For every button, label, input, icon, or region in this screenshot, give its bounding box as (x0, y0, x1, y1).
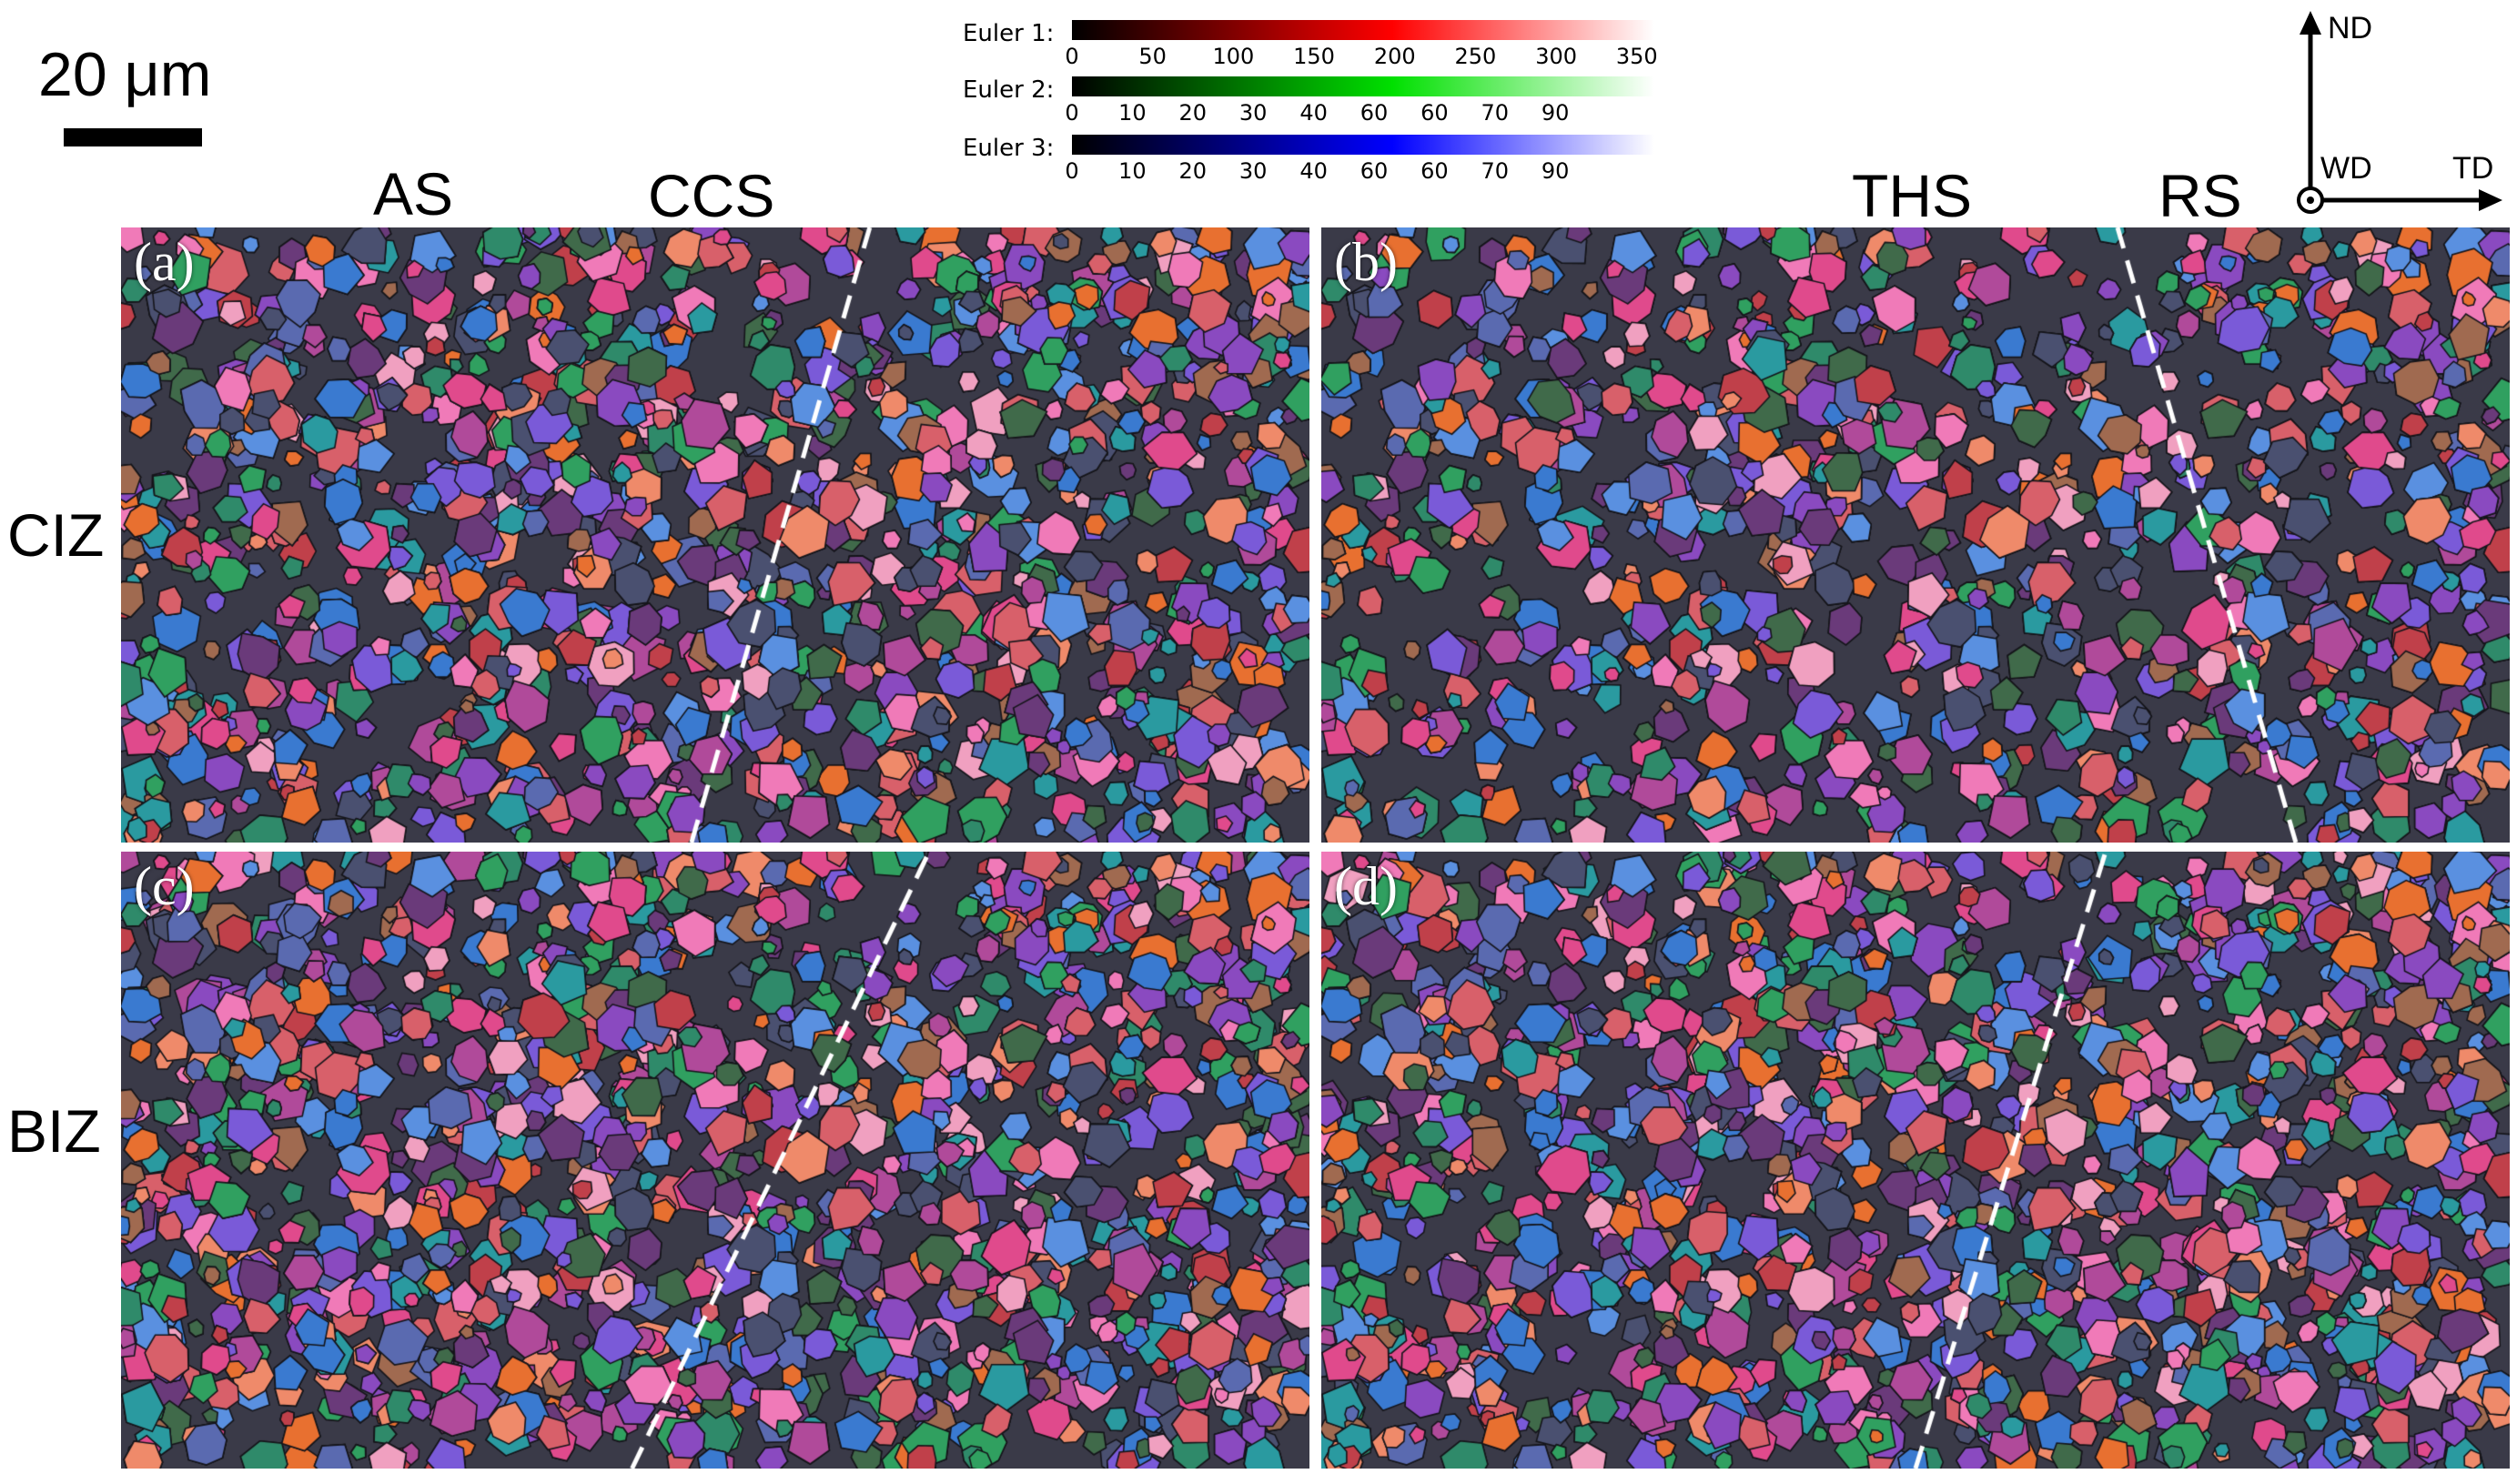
colorbar-tick: 0 (1065, 100, 1079, 126)
colorbar-tick: 90 (1541, 100, 1570, 126)
colorbar-tick: 60 (1420, 158, 1449, 184)
axis-label-nd: ND (2328, 11, 2373, 45)
label-ccs: CCS (648, 162, 775, 229)
ebsd-map-panel-a: (a) (121, 227, 1309, 843)
colorbar-tick: 0 (1065, 158, 1079, 184)
label-rs: RS (2158, 162, 2242, 229)
colorbar-tick: 60 (1360, 100, 1389, 126)
colorbar-tick: 350 (1615, 44, 1658, 69)
colorbar-tick: 90 (1541, 158, 1570, 184)
colorbar-ticks-euler3: 0 10 20 30 40 60 60 70 90 (1065, 158, 1654, 186)
grain-map-b (1321, 227, 2510, 843)
colorbar-ticks-euler2: 0 10 20 30 40 60 60 70 90 (1065, 100, 1654, 127)
row-label-ciz: CIZ (7, 501, 105, 569)
ebsd-map-panel-c: (c) (121, 852, 1309, 1469)
colorbar-tick: 150 (1293, 44, 1335, 69)
colorbar-euler1 (1072, 20, 1654, 40)
label-ths: THS (1852, 162, 1972, 229)
colorbar-tick: 20 (1178, 100, 1208, 126)
colorbar-tick: 60 (1420, 100, 1449, 126)
colorbar-tick: 30 (1238, 100, 1268, 126)
colorbar-tick: 70 (1481, 158, 1510, 184)
scale-bar (64, 128, 202, 146)
scale-bar-label: 20 μm (38, 40, 212, 109)
label-as: AS (373, 160, 454, 227)
colorbar-tick: 20 (1178, 158, 1208, 184)
axes-triad (2297, 11, 2502, 214)
grain-map-d (1321, 852, 2510, 1469)
nd-arrow-icon (2300, 11, 2321, 35)
colorbar-euler2 (1072, 76, 1654, 96)
colorbar-euler3 (1072, 135, 1654, 155)
panel-letter-b: (b) (1334, 232, 1398, 292)
grain-map-a (121, 227, 1309, 843)
row-label-biz: BIZ (7, 1097, 101, 1165)
panel-letter-d: (d) (1334, 856, 1398, 916)
colorbar-label-euler3: Euler 3: (963, 135, 1055, 162)
colorbar-tick: 30 (1238, 158, 1268, 184)
colorbar-tick: 60 (1360, 158, 1389, 184)
panel-letter-a: (a) (134, 232, 195, 292)
colorbar-tick: 100 (1212, 44, 1255, 69)
colorbar-ticks-euler1: 0 50 100 150 200 250 300 350 (1065, 44, 1657, 71)
colorbar-label-euler2: Euler 2: (963, 76, 1055, 104)
panel-letter-c: (c) (134, 856, 195, 916)
colorbar-tick: 300 (1535, 44, 1578, 69)
grain-map-c (121, 852, 1309, 1469)
ebsd-map-panel-b: (b) (1321, 227, 2510, 843)
colorbar-tick: 10 (1118, 158, 1147, 184)
axis-label-td: TD (2452, 151, 2494, 186)
axis-label-wd: WD (2320, 151, 2372, 186)
wd-dot-icon (2307, 197, 2314, 204)
colorbar-tick: 250 (1454, 44, 1497, 69)
colorbar-label-euler1: Euler 1: (963, 20, 1055, 47)
colorbar-tick: 50 (1138, 44, 1167, 69)
colorbar-tick: 40 (1299, 100, 1328, 126)
colorbar-tick: 70 (1481, 100, 1510, 126)
colorbar-tick: 10 (1118, 100, 1147, 126)
colorbar-tick: 0 (1065, 44, 1079, 69)
colorbar-tick: 200 (1373, 44, 1416, 69)
colorbar-tick: 40 (1299, 158, 1328, 184)
ebsd-map-panel-d: (d) (1321, 852, 2510, 1469)
td-arrow-icon (2479, 189, 2502, 211)
